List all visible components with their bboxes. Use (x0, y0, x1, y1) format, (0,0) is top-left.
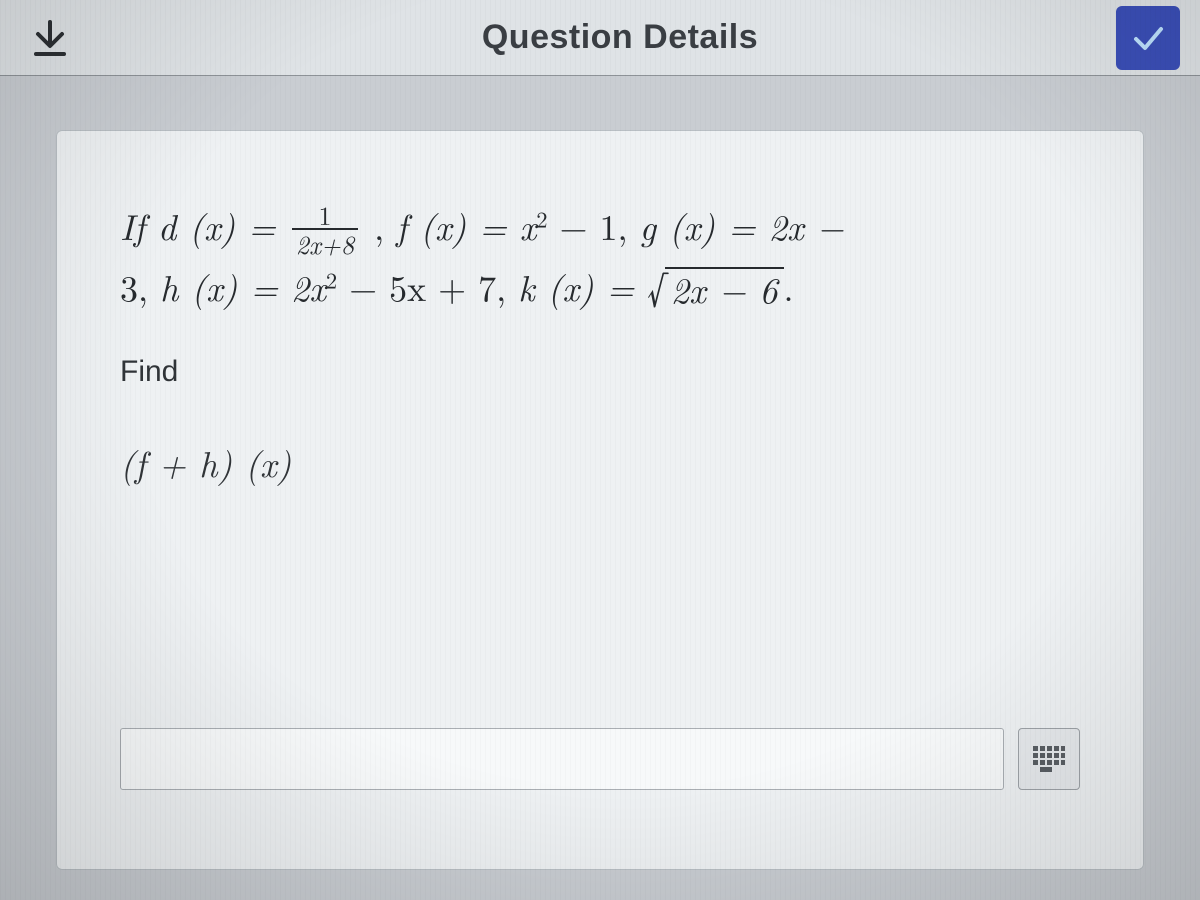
answer-row (120, 728, 1080, 790)
math-text: g (x) = 2x − (640, 200, 845, 251)
math-text: 3, (120, 261, 160, 312)
superscript: 2 (536, 204, 547, 235)
sqrt: √ 2x − 6 (647, 266, 783, 308)
target-expression-text: (f + h) (x) (120, 437, 291, 488)
math-text: h (x) = 2x (160, 261, 326, 312)
math-text: k (x) = (518, 261, 647, 312)
page-title: Question Details (40, 18, 1200, 57)
fraction-numerator: 1 (292, 201, 358, 228)
radicand: 2x − 6 (671, 263, 778, 314)
question-math: If d (x) = 1 2x+8 , f (x) = x2 − 1, g (x… (120, 198, 1080, 315)
math-text: , (374, 200, 396, 251)
math-text: f (x) = x (396, 200, 536, 251)
fraction: 1 2x+8 (292, 201, 358, 257)
question-card: If d (x) = 1 2x+8 , f (x) = x2 − 1, g (x… (56, 130, 1144, 870)
fraction-denominator: 2x+8 (296, 225, 354, 262)
keypad-grid-icon (1032, 745, 1066, 773)
math-keypad-button[interactable] (1018, 728, 1080, 790)
math-text: − 1, (560, 200, 640, 251)
math-text: If (120, 200, 158, 251)
answer-input[interactable] (120, 728, 1004, 790)
check-icon (1128, 18, 1168, 58)
math-text: d (x) = (158, 200, 276, 251)
header-bar: Question Details (0, 0, 1200, 76)
confirm-button[interactable] (1116, 6, 1180, 70)
math-text: . (784, 261, 794, 312)
find-label: Find (120, 355, 1080, 389)
target-expression: (f + h) (x) (120, 437, 1080, 488)
superscript: 2 (326, 265, 337, 296)
math-text: − 5x + 7, (349, 261, 518, 312)
